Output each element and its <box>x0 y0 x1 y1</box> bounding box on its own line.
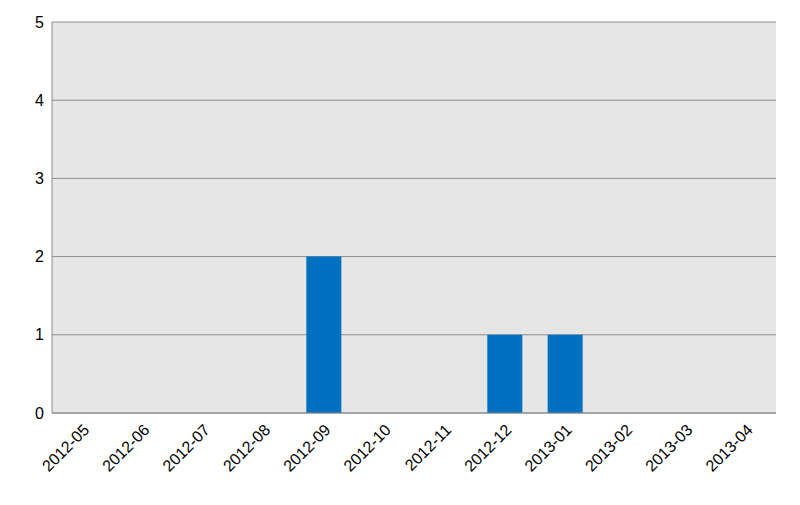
svg-text:5: 5 <box>35 14 44 31</box>
svg-text:2012-05: 2012-05 <box>39 421 93 475</box>
svg-text:2012-07: 2012-07 <box>159 421 213 475</box>
svg-text:2012-09: 2012-09 <box>280 421 334 475</box>
svg-text:2012-12: 2012-12 <box>461 421 515 475</box>
svg-text:2013-01: 2013-01 <box>521 421 575 475</box>
svg-text:2: 2 <box>35 248 44 265</box>
svg-text:1: 1 <box>35 326 44 343</box>
svg-text:2012-08: 2012-08 <box>220 421 274 475</box>
svg-text:4: 4 <box>35 92 44 109</box>
svg-text:0: 0 <box>35 405 44 422</box>
svg-text:2012-06: 2012-06 <box>99 421 153 475</box>
svg-text:2012-11: 2012-11 <box>402 421 455 474</box>
svg-text:2013-02: 2013-02 <box>582 421 636 475</box>
svg-text:2012-10: 2012-10 <box>340 421 394 475</box>
svg-text:2013-03: 2013-03 <box>642 421 696 475</box>
svg-text:3: 3 <box>35 170 44 187</box>
svg-text:2013-04: 2013-04 <box>702 421 756 475</box>
